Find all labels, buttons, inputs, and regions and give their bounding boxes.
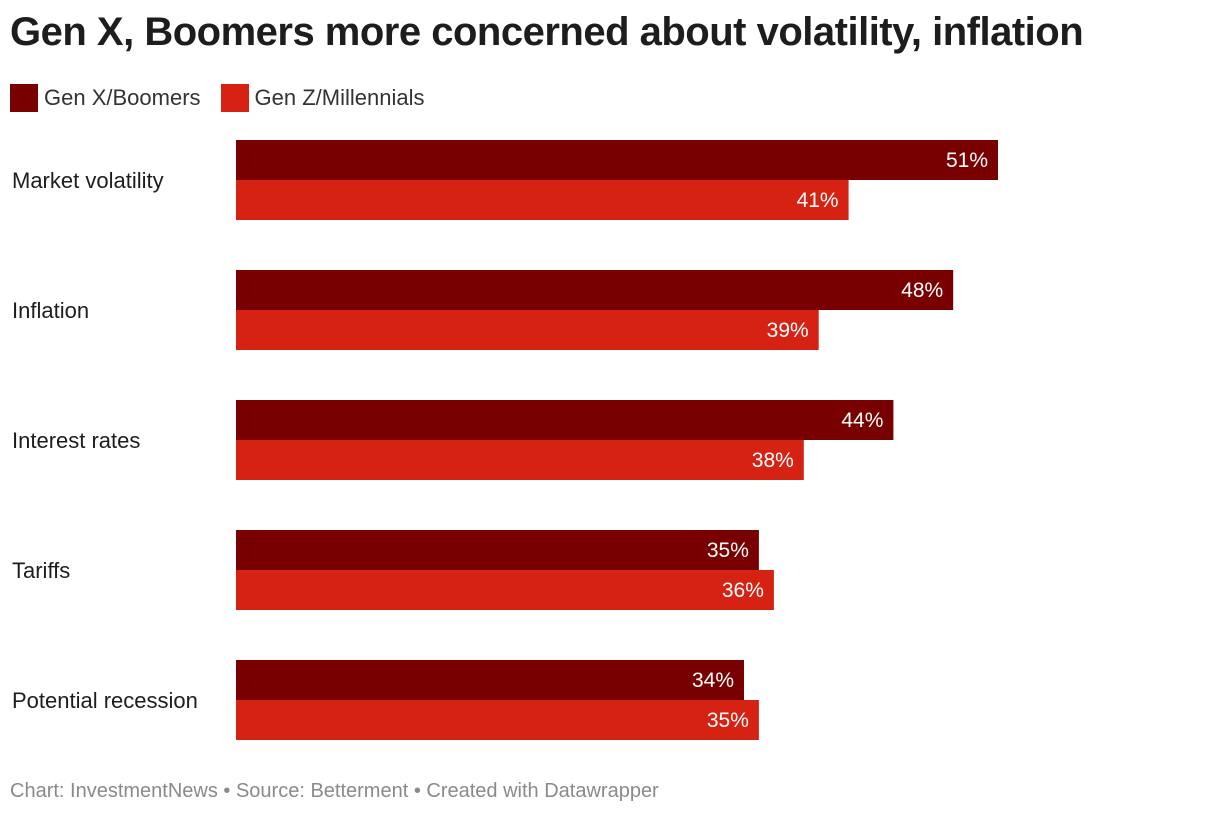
value-label-gen-x-boomers-potential-recession: 34% xyxy=(692,669,734,692)
bar-gen-x-boomers-interest-rates xyxy=(236,400,894,440)
value-label-gen-x-boomers-tariffs: 35% xyxy=(707,539,749,562)
bar-gen-x-boomers-potential-recession xyxy=(236,660,744,700)
bar-gen-x-boomers-tariffs xyxy=(236,530,759,570)
value-label-gen-z-millennials-potential-recession: 35% xyxy=(707,709,749,732)
chart-title: Gen X, Boomers more concerned about vola… xyxy=(10,10,1084,54)
chart-footer: Chart: InvestmentNews • Source: Betterme… xyxy=(10,780,659,802)
category-label-tariffs: Tariffs xyxy=(12,558,70,583)
category-label-inflation: Inflation xyxy=(12,298,89,323)
category-label-market-volatility: Market volatility xyxy=(12,168,164,193)
value-label-gen-z-millennials-inflation: 39% xyxy=(767,319,809,342)
legend-item-gen-x-boomers: Gen X/Boomers xyxy=(10,84,201,112)
bar-gen-z-millennials-inflation xyxy=(236,310,819,350)
value-label-gen-x-boomers-interest-rates: 44% xyxy=(841,409,883,432)
bar-gen-z-millennials-interest-rates xyxy=(236,440,804,480)
legend-label-gen-x-boomers: Gen X/Boomers xyxy=(44,85,201,110)
legend: Gen X/Boomers Gen Z/Millennials xyxy=(10,84,424,112)
bar-gen-z-millennials-market-volatility xyxy=(236,180,849,220)
value-label-gen-z-millennials-tariffs: 36% xyxy=(722,579,764,602)
legend-label-gen-z-millennials: Gen Z/Millennials xyxy=(254,85,425,110)
legend-swatch-gen-z-millennials xyxy=(220,84,249,112)
legend-item-gen-z-millennials: Gen Z/Millennials xyxy=(220,84,425,112)
bar-chart: Market volatility 51% 41% Inflation 48% 39% In… xyxy=(12,140,998,740)
category-label-potential-recession: Potential recession xyxy=(12,688,198,713)
category-label-interest-rates: Interest rates xyxy=(12,428,140,453)
bar-gen-x-boomers-market-volatility xyxy=(236,140,998,180)
bar-gen-x-boomers-inflation xyxy=(236,270,954,310)
bar-gen-z-millennials-tariffs xyxy=(236,570,774,610)
value-label-gen-z-millennials-market-volatility: 41% xyxy=(797,189,839,212)
value-label-gen-x-boomers-market-volatility: 51% xyxy=(946,149,988,172)
value-label-gen-z-millennials-interest-rates: 38% xyxy=(752,449,794,472)
bar-gen-z-millennials-potential-recession xyxy=(236,700,759,740)
value-label-gen-x-boomers-inflation: 48% xyxy=(901,279,943,302)
legend-swatch-gen-x-boomers xyxy=(10,84,38,112)
